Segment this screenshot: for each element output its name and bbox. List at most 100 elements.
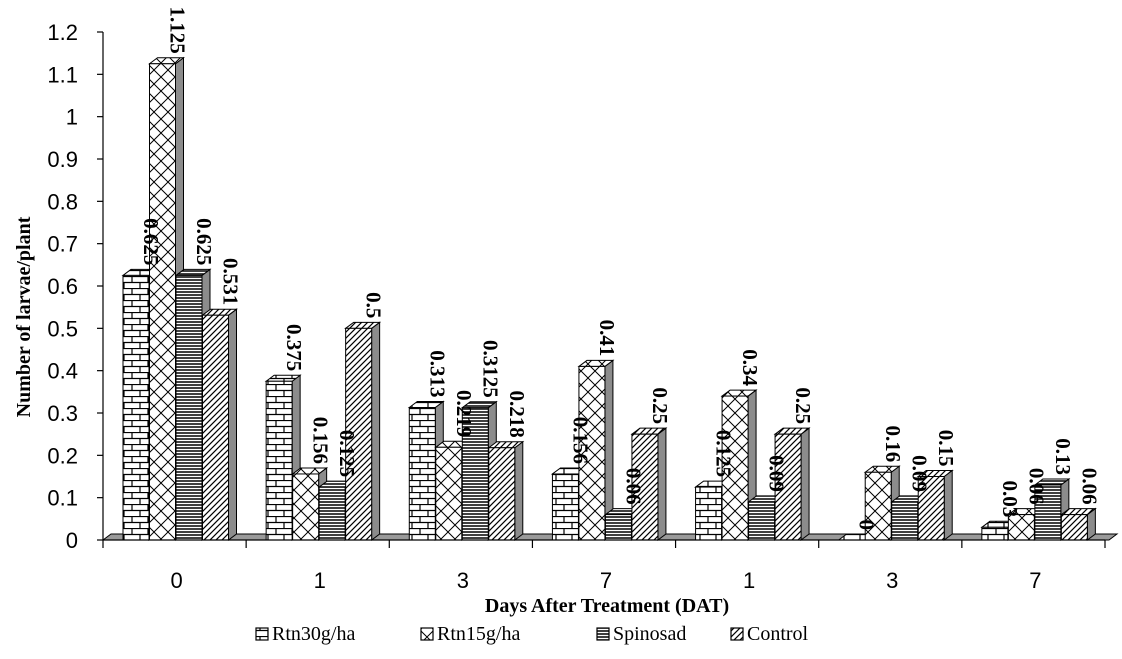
- bar-value-label: 0.125: [712, 430, 736, 477]
- bar-side: [514, 440, 524, 541]
- legend-label: Control: [747, 623, 809, 645]
- bar-front: [578, 365, 606, 541]
- y-tick-label: 0.7: [47, 232, 78, 257]
- bar-front: [292, 473, 320, 541]
- bar-front: [604, 514, 632, 541]
- bar-value-label: 0.156: [309, 417, 333, 464]
- bar-front: [435, 446, 463, 541]
- y-tick-label: 0: [66, 528, 78, 553]
- bar-value-label: 1.125: [166, 7, 190, 54]
- legend-item-spinosad: Spinosad: [596, 623, 686, 645]
- bar-front: [917, 476, 945, 541]
- bar-front: [122, 274, 150, 541]
- bar-control: [201, 308, 238, 541]
- bar-value-label: 0.625: [192, 218, 216, 265]
- x-tick-label: 1: [314, 568, 326, 593]
- bars-layer: [121, 56, 1097, 541]
- y-axis-title: Number of larvae/plant: [13, 216, 35, 417]
- bar-front: [488, 447, 516, 541]
- y-tick-label: 1.1: [47, 62, 78, 87]
- y-tick-label: 0.9: [47, 147, 78, 172]
- bar-front: [774, 433, 802, 541]
- bar-front: [149, 63, 176, 541]
- bar-value-label: 0.13: [1051, 438, 1075, 475]
- bar-value-label: 0.16: [881, 426, 905, 463]
- bar-front: [981, 526, 1009, 541]
- legend-label: Rtn15g/ha: [437, 623, 520, 645]
- bar-value-label: 0.5: [362, 292, 386, 318]
- x-tick-label: 7: [1029, 568, 1041, 593]
- bar-front: [695, 486, 723, 541]
- bar-value-label: 0.09: [908, 455, 932, 492]
- bar-value-label: 0.531: [219, 258, 243, 305]
- legend-swatch: [730, 627, 744, 641]
- bar-side: [371, 321, 381, 541]
- bar-spinosad: [603, 507, 641, 541]
- legend-item-control: Control: [730, 623, 809, 645]
- bar-front: [175, 274, 203, 541]
- legend-label: Rtn30g/ha: [272, 623, 355, 645]
- y-tick-label: 1: [66, 105, 78, 130]
- bar-control: [916, 469, 954, 541]
- bar-value-label: 0.156: [568, 417, 592, 464]
- legend-swatch: [420, 627, 434, 641]
- x-tick-label: 3: [457, 568, 469, 593]
- bar-value-label: 0.15: [934, 430, 958, 467]
- bar-side: [657, 427, 667, 541]
- bar-control: [487, 440, 525, 541]
- bar-value-label: 0: [855, 520, 879, 531]
- bar-value-label: 0.06: [1024, 468, 1048, 505]
- y-tick-label: 0.3: [47, 401, 78, 426]
- bar-front: [721, 395, 749, 541]
- bar-control: [773, 427, 811, 541]
- x-tick-label: 1: [743, 568, 755, 593]
- y-tick-label: 0.4: [47, 359, 78, 384]
- bar-control: [1059, 507, 1097, 541]
- bar-value-label: 0.375: [282, 324, 306, 371]
- bar-front: [202, 314, 229, 541]
- bar-front: [265, 380, 293, 541]
- bar-control: [344, 321, 382, 541]
- x-axis-title: Days After Treatment (DAT): [485, 595, 729, 617]
- legend-item-rtn15g-ha: Rtn15g/ha: [420, 623, 520, 645]
- bar-side: [943, 469, 953, 541]
- y-tick-label: 0.2: [47, 443, 78, 468]
- bar-value-label: 0.03: [998, 481, 1022, 518]
- legend-swatch: [255, 627, 269, 641]
- bar-front: [1007, 514, 1035, 541]
- bar-side: [800, 427, 810, 541]
- bar-front: [345, 327, 373, 541]
- bar-value-label: 0.625: [139, 218, 163, 265]
- bar-value-label: 0.25: [648, 387, 672, 424]
- bar-control: [630, 427, 668, 541]
- bar-value-label: 0.219: [452, 390, 476, 437]
- y-axis-ticks: 0 0.1 0.2 0.3 0.4 0.5 0.6 0.7 0.8 0.9 1 1.1 1.2: [47, 20, 103, 553]
- legend-swatch: [596, 627, 610, 641]
- bar-side: [228, 308, 237, 541]
- bar-front: [461, 407, 489, 541]
- bar-value-label: 0.34: [738, 349, 762, 386]
- bar-rtn15g-ha: [577, 359, 615, 541]
- bar-value-label: 0.41: [595, 320, 619, 357]
- bar-value-label: 0.06: [1077, 468, 1101, 505]
- bar-value-label: 0.125: [335, 430, 359, 477]
- x-tick-label: 0: [170, 568, 182, 593]
- bar-front: [318, 486, 346, 541]
- y-tick-label: 1.2: [47, 20, 78, 45]
- y-tick-label: 0.5: [47, 316, 78, 341]
- legend-item-rtn30g-ha: Rtn30g/ha: [255, 623, 355, 645]
- bar-front: [408, 406, 436, 541]
- y-tick-label: 0.8: [47, 189, 78, 214]
- x-tick-label: 7: [600, 568, 612, 593]
- bar-value-label: 0.218: [505, 390, 529, 437]
- chart-legend: Rtn30g/ha Rtn15g/ha Spinosad Control: [255, 623, 809, 645]
- bar-front: [631, 433, 659, 541]
- legend-label: Spinosad: [613, 623, 686, 645]
- bar-value-label: 0.313: [425, 350, 449, 397]
- y-tick-label: 0.1: [47, 486, 78, 511]
- bar-value-label: 0.25: [791, 387, 815, 424]
